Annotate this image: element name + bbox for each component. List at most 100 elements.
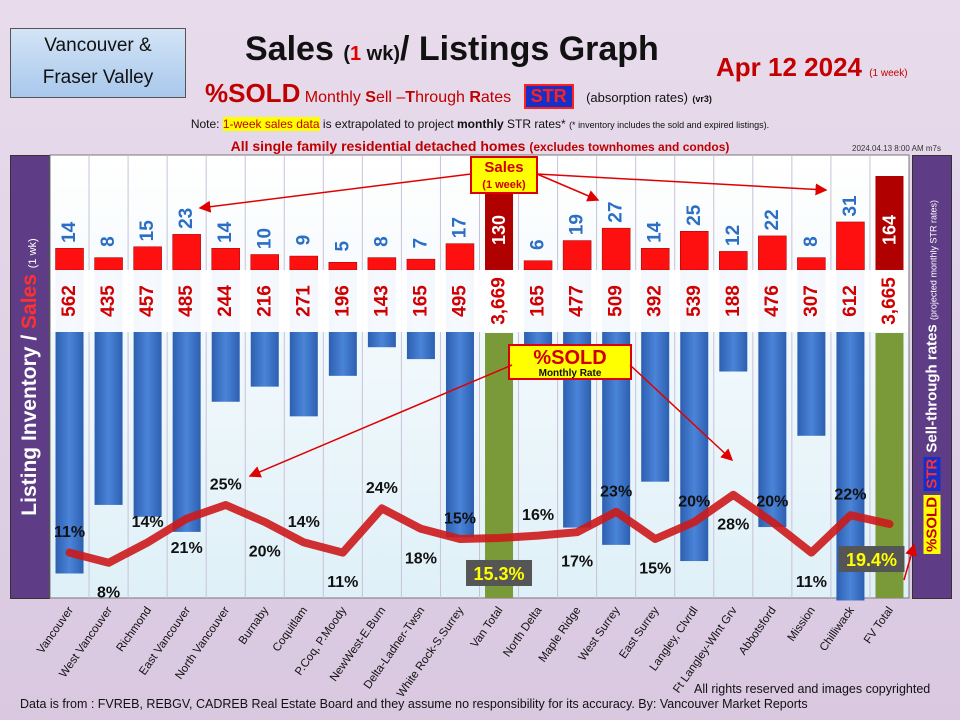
sales-total-bar bbox=[875, 176, 904, 270]
homes-paren: (excludes townhomes and condos) bbox=[529, 140, 730, 154]
note-highlight: 1-week sales data bbox=[222, 117, 320, 131]
sold-total-label: 15.3% bbox=[473, 564, 524, 584]
sold-label: 11% bbox=[54, 524, 85, 541]
sales-bar bbox=[172, 234, 201, 271]
sales-bar bbox=[250, 254, 279, 271]
homes-line: All single family residential detached h… bbox=[0, 138, 960, 154]
sold-label: 21% bbox=[171, 540, 203, 557]
sales-callout-arrow bbox=[198, 173, 472, 213]
str-badge: STR bbox=[523, 84, 574, 109]
sales-bar bbox=[601, 227, 631, 271]
title-sales: Sales bbox=[245, 30, 334, 68]
sales-label: 14 bbox=[215, 221, 236, 243]
inventory-label: 539 bbox=[684, 285, 705, 317]
subtitle-sold: %SOLD bbox=[205, 78, 301, 108]
homes-main: All single family residential detached h… bbox=[230, 138, 526, 154]
sales-label: 15 bbox=[137, 220, 158, 242]
inventory-label: 216 bbox=[254, 285, 275, 317]
sales-bar bbox=[562, 240, 592, 271]
inventory-label: 435 bbox=[98, 285, 119, 317]
note-bold: monthly bbox=[457, 117, 504, 131]
inventory-label-band bbox=[51, 270, 908, 332]
note-mid: is extrapolated to project bbox=[322, 117, 454, 131]
sales-bar bbox=[406, 258, 436, 271]
category-label: Burnaby bbox=[237, 605, 272, 647]
sold-label: 11% bbox=[327, 574, 358, 591]
sales-label: 10 bbox=[254, 228, 275, 249]
inventory-label: 477 bbox=[567, 285, 588, 317]
inventory-label: 271 bbox=[293, 285, 314, 317]
sales-label: 9 bbox=[293, 235, 314, 246]
inventory-label: 392 bbox=[645, 285, 666, 317]
sold-label: 15% bbox=[444, 511, 476, 528]
inventory-label: 495 bbox=[449, 285, 470, 317]
category-label: Abbotsford bbox=[737, 605, 779, 657]
date-value: Apr 12 2024 bbox=[716, 52, 862, 82]
sales-bar bbox=[836, 221, 865, 271]
sales-bar bbox=[445, 243, 475, 271]
sold-callout-box bbox=[508, 344, 632, 380]
sold-label: 11% bbox=[796, 574, 827, 591]
note-small: (* inventory includes the sold and expir… bbox=[569, 120, 770, 130]
category-label: Vancouver bbox=[35, 605, 76, 656]
sales-label: 8 bbox=[98, 236, 119, 247]
sales-bar bbox=[640, 248, 670, 271]
sold-total-label-bg bbox=[838, 546, 905, 573]
sold-label: 18% bbox=[405, 550, 437, 567]
category-label: West Surrey bbox=[577, 605, 623, 664]
right-axis-panel: %SOLD STR Sell-through rates (projected … bbox=[912, 155, 952, 599]
sold-label: 20% bbox=[678, 494, 710, 511]
note-prefix: Note: bbox=[190, 117, 220, 131]
sales-bar bbox=[367, 257, 397, 271]
sold-label: 24% bbox=[366, 480, 398, 497]
sales-label: 8 bbox=[371, 236, 392, 247]
copyright: All rights reserved and images copyright… bbox=[694, 682, 931, 696]
sold-callout-arrow bbox=[903, 543, 917, 581]
sales-label: 25 bbox=[684, 204, 705, 226]
sales-label: 17 bbox=[449, 217, 470, 238]
sold-label: 20% bbox=[756, 494, 788, 511]
category-label: Mission bbox=[786, 605, 818, 644]
inventory-label: 143 bbox=[371, 285, 392, 317]
category-label: Chilliwack bbox=[818, 605, 857, 654]
category-label: Richmond bbox=[115, 605, 155, 654]
sales-callout-box bbox=[470, 156, 538, 194]
note-line: Note: 1-week sales data is extrapolated … bbox=[0, 117, 960, 131]
sales-label: 130 bbox=[489, 215, 509, 245]
sales-label: 22 bbox=[762, 209, 783, 230]
subtitle: %SOLD Monthly Sell –Through Rates STR (a… bbox=[205, 78, 712, 109]
inventory-label: 244 bbox=[215, 285, 236, 317]
inventory-label: 485 bbox=[176, 285, 197, 317]
sales-bar bbox=[328, 262, 358, 271]
sales-label: 8 bbox=[801, 236, 822, 247]
inventory-label: 509 bbox=[606, 285, 627, 317]
note-end: STR rates* bbox=[507, 117, 566, 131]
sold-label: 14% bbox=[288, 514, 320, 531]
sales-bar bbox=[758, 235, 787, 271]
sales-label: 14 bbox=[59, 221, 80, 243]
inventory-label: 165 bbox=[410, 285, 431, 317]
date-note: (1 week) bbox=[869, 68, 908, 79]
subtitle-version: (vr3) bbox=[692, 94, 712, 104]
category-label: North Delta bbox=[501, 604, 545, 659]
sold-label: 14% bbox=[132, 514, 164, 531]
subtitle-str-desc: Monthly Sell –Through Rates bbox=[304, 89, 512, 106]
title-rest: / Listings Graph bbox=[400, 30, 659, 68]
sales-bar bbox=[797, 257, 826, 271]
sales-label: 14 bbox=[645, 221, 666, 243]
sold-callout-arrow bbox=[629, 364, 734, 462]
sold-callout-title: %SOLD bbox=[533, 347, 606, 369]
sold-callout-sub: Monthly Rate bbox=[539, 368, 602, 379]
sold-total-label-bg bbox=[466, 559, 533, 586]
sales-callout-sub: (1 week) bbox=[482, 179, 526, 191]
sold-label: 25% bbox=[210, 477, 242, 494]
region-box: Vancouver & Fraser Valley bbox=[10, 28, 186, 98]
inventory-label: 188 bbox=[723, 285, 744, 317]
title-paren: (1 wk) bbox=[343, 43, 401, 65]
sales-label: 23 bbox=[176, 208, 197, 229]
sales-label: 6 bbox=[528, 239, 549, 250]
category-label: East Surrey bbox=[617, 605, 661, 661]
report-date: Apr 12 2024 (1 week) bbox=[716, 52, 908, 83]
sales-bar bbox=[133, 246, 162, 271]
